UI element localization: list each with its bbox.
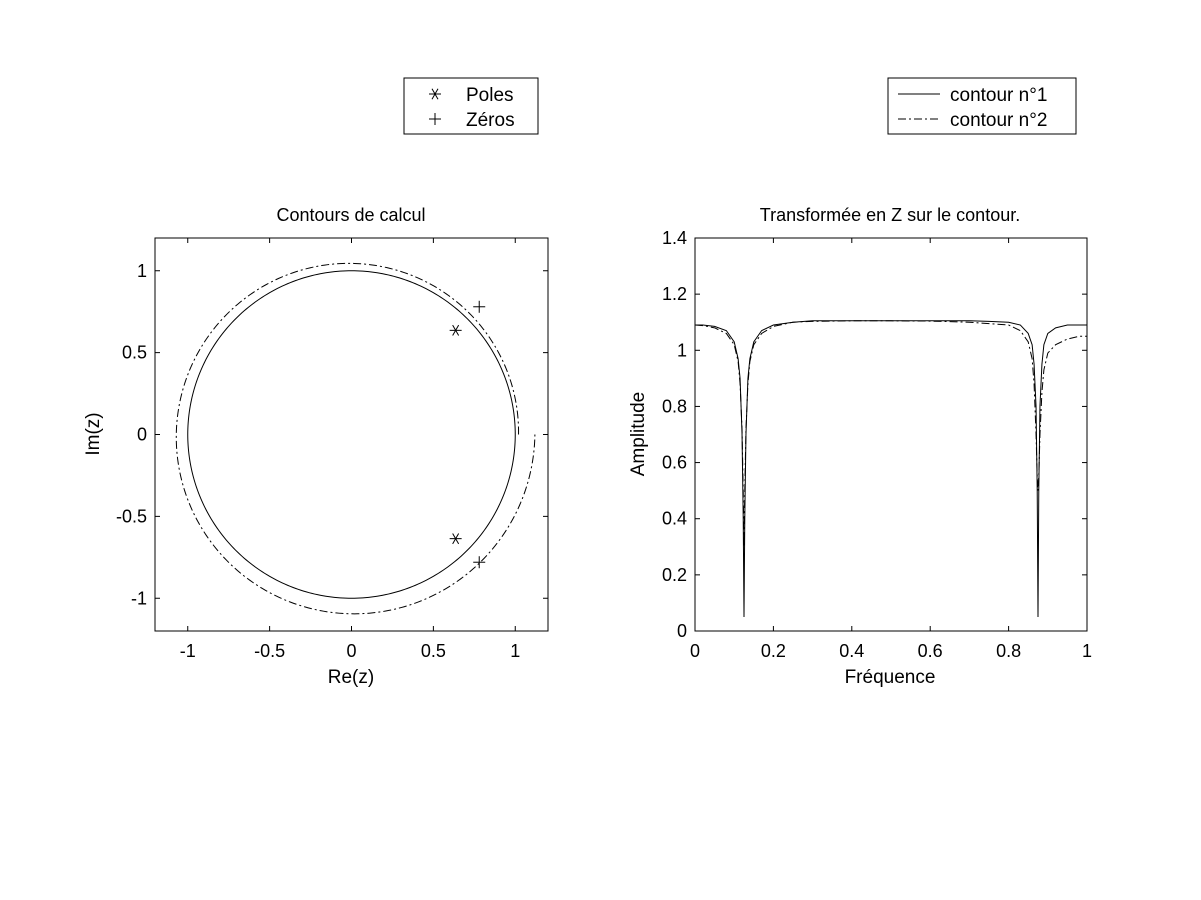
right-axes: 0 0.2 0.4 0.6 0.8 1 0 0.2 0.4 0.6 0.8 1 1.2 1.4 [662, 228, 1092, 661]
right-ytick-label: 0 [677, 621, 687, 641]
left-chart-xlabel: Re(z) [328, 667, 374, 688]
left-chart-title: Contours de calcul [276, 205, 425, 225]
left-plot-frame [154, 237, 549, 632]
pole-marker [449, 324, 462, 336]
legend-zeros-marker [429, 113, 441, 125]
left-xtick-label: -0.5 [254, 641, 285, 661]
right-xtick-label: 1 [1082, 641, 1092, 661]
legend-contour1-label: contour n°1 [950, 85, 1047, 106]
right-legend: contour n°1 contour n°2 [887, 77, 1077, 135]
right-chart-xlabel: Fréquence [845, 667, 936, 688]
pole-marker [449, 533, 462, 545]
left-xtick-label: 1 [510, 641, 520, 661]
right-legend-box [887, 77, 1077, 135]
left-xtick-label: 0.5 [421, 641, 446, 661]
left-ytick-label: -1 [131, 588, 147, 608]
pole-marker-stroke [452, 324, 460, 336]
legend-poles-label: Poles [466, 85, 514, 106]
left-xtick-label: 0 [346, 641, 356, 661]
legend-zeros-label: Zéros [466, 110, 515, 131]
left-ytick-label: -0.5 [116, 506, 147, 526]
contour-1-curve [187, 270, 516, 599]
pole-marker-stroke [452, 533, 460, 545]
series-contour1-line [695, 320, 1087, 617]
contour-2-curve [175, 262, 536, 615]
left-chart-ylabel: Im(z) [83, 412, 104, 455]
right-ytick-label: 0.2 [662, 565, 687, 585]
right-xtick-label: 0 [690, 641, 700, 661]
right-ytick-label: 1.2 [662, 284, 687, 304]
left-ytick-label: 1 [137, 261, 147, 281]
left-legend-box [403, 77, 539, 135]
right-ytick-label: 1.4 [662, 228, 687, 248]
right-ytick-label: 0.6 [662, 453, 687, 473]
right-xtick-label: 0.2 [761, 641, 786, 661]
right-xtick-label: 0.8 [996, 641, 1021, 661]
right-plot-frame [694, 237, 1088, 632]
zeros-legend-glyph [429, 113, 441, 125]
poles-legend-glyph [429, 88, 441, 100]
right-xtick-label: 0.6 [918, 641, 943, 661]
zero-marker [473, 300, 486, 313]
right-xtick-label: 0.4 [839, 641, 864, 661]
right-ytick-label: 1 [677, 340, 687, 360]
left-axes: -1 -0.5 0 0.5 1 -1 -0.5 0 0.5 1 [116, 237, 549, 661]
left-ytick-label: 0.5 [122, 343, 147, 363]
legend-contour2-label: contour n°2 [950, 110, 1047, 131]
zero-marker [473, 556, 486, 569]
left-ytick-label: 0 [137, 425, 147, 445]
left-xtick-label: -1 [180, 641, 196, 661]
legend-poles-marker [429, 88, 441, 100]
right-ytick-label: 0.4 [662, 509, 687, 529]
right-ytick-label: 0.8 [662, 396, 687, 416]
right-chart-title: Transformée en Z sur le contour. [760, 205, 1020, 225]
right-chart-ylabel: Amplitude [628, 392, 649, 477]
left-legend: Poles Zéros [403, 77, 539, 135]
series-contour2-line [694, 320, 1087, 547]
poles-legend-glyph-stroke [431, 88, 439, 100]
